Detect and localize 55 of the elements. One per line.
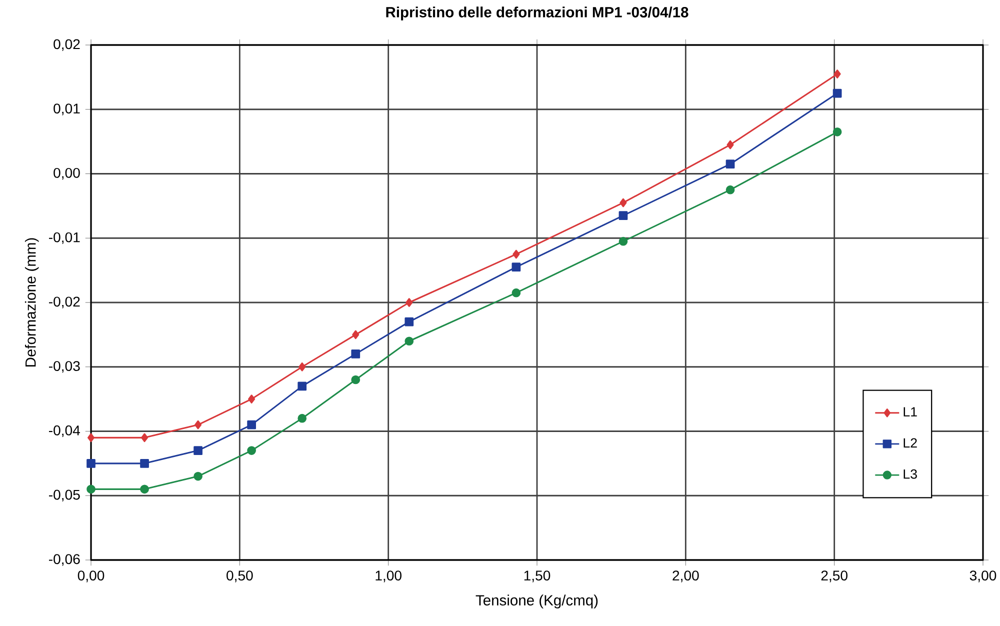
point bbox=[404, 336, 414, 346]
point bbox=[247, 446, 256, 455]
y-tick-label: -0,05 bbox=[48, 490, 80, 502]
point bbox=[141, 433, 148, 442]
x-tick-label: 0,50 bbox=[226, 570, 253, 582]
point bbox=[194, 472, 202, 481]
point bbox=[194, 420, 202, 430]
point bbox=[834, 70, 841, 78]
point bbox=[404, 317, 414, 326]
point bbox=[298, 362, 306, 372]
x-tick-label: 1,50 bbox=[524, 570, 550, 582]
x-tick-label: 2,00 bbox=[672, 570, 699, 582]
point bbox=[140, 458, 149, 468]
point bbox=[247, 420, 256, 430]
point bbox=[512, 288, 521, 298]
point bbox=[351, 350, 360, 358]
point bbox=[87, 433, 95, 442]
point bbox=[620, 198, 627, 208]
point bbox=[86, 458, 96, 468]
y-tick-label: -0,04 bbox=[48, 425, 80, 438]
point bbox=[512, 250, 520, 259]
point bbox=[298, 414, 307, 423]
x-tick-label: 0,00 bbox=[78, 570, 104, 582]
point bbox=[832, 88, 842, 98]
point bbox=[726, 140, 734, 150]
point bbox=[618, 236, 628, 246]
point bbox=[248, 394, 256, 404]
y-tick-label: -0,06 bbox=[48, 554, 80, 566]
legend-label: L1 bbox=[904, 407, 917, 416]
point bbox=[351, 375, 360, 384]
point bbox=[726, 160, 735, 169]
point bbox=[832, 127, 842, 136]
point bbox=[86, 484, 96, 494]
y-tick-label: -0,01 bbox=[48, 232, 80, 244]
point bbox=[352, 330, 360, 340]
x-tick-label: 1,00 bbox=[376, 570, 402, 582]
point bbox=[298, 382, 307, 391]
y-tick-label: -0,02 bbox=[48, 296, 80, 308]
x-tick-label: 2,50 bbox=[821, 570, 848, 582]
chart-title: Ripristino delle deformazioni MP1 -03/04/18 bbox=[386, 6, 688, 20]
x-tick-label: 3,00 bbox=[970, 570, 996, 582]
point bbox=[194, 446, 202, 455]
x-axis-title: Tensione (Kg/cmq) bbox=[476, 594, 598, 608]
legend-label: L3 bbox=[904, 469, 917, 479]
point bbox=[512, 262, 521, 272]
point bbox=[726, 185, 735, 194]
y-tick-label: 0,02 bbox=[54, 39, 80, 51]
y-tick-label: -0,03 bbox=[48, 361, 80, 373]
point bbox=[140, 484, 149, 494]
y-axis-title: Deformazione (mm) bbox=[24, 238, 39, 366]
point bbox=[618, 211, 628, 220]
legend-label: L2 bbox=[904, 438, 917, 448]
point bbox=[406, 298, 413, 307]
y-tick-label: 0,00 bbox=[54, 168, 80, 180]
y-tick-label: 0,01 bbox=[54, 104, 80, 116]
